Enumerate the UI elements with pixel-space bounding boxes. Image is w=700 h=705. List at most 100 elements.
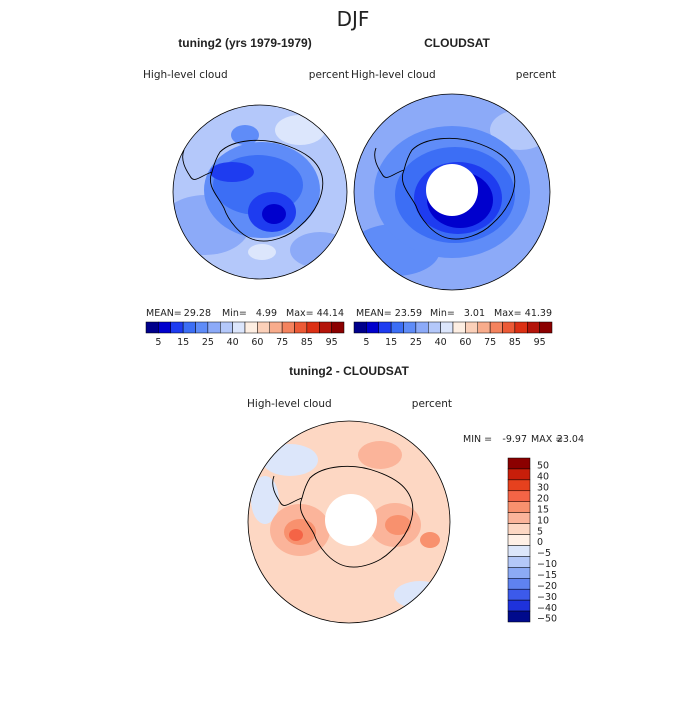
colorbar-tick-label: 0: [537, 537, 543, 548]
stat-max-value: 23.04: [557, 434, 584, 445]
colorbar-tick-label: −30: [537, 592, 557, 603]
field-patch: [385, 515, 411, 535]
colorbar-swatch: [477, 321, 491, 334]
colorbar-swatch: [507, 512, 531, 524]
field-patch: [248, 244, 276, 260]
colorbar-swatch: [507, 588, 531, 601]
stat-mean-value: 23.59: [395, 308, 422, 319]
stat-min-label: Min=: [222, 308, 247, 319]
coastline-diff: [300, 465, 414, 568]
units-label-obs: percent: [516, 69, 556, 81]
panel-title-diff: tuning2 - CLOUDSAT: [289, 364, 409, 378]
colorbar-swatch: [294, 321, 308, 334]
colorbar-swatch: [507, 556, 531, 568]
peninsula-obs: [374, 147, 405, 178]
colorbar-swatch: [306, 321, 320, 334]
colorbar-swatch: [220, 321, 233, 334]
stats-obs: MEAN= 23.59 Min= 3.01 Max= 41.39: [356, 308, 552, 319]
map-diff-field: [251, 441, 446, 609]
coastline-obs: [402, 137, 516, 240]
colorbar-model: 5 15 25 40 60 75 85 95: [145, 321, 345, 348]
colorbar-tick-label: −50: [537, 614, 557, 625]
map-model-field: [173, 115, 347, 268]
colorbar-swatch: [319, 321, 332, 334]
peninsula-model: [182, 149, 213, 180]
colorbar-swatch: [452, 321, 466, 334]
colorbar-swatch: [507, 534, 531, 546]
stat-max-label: MAX =: [531, 434, 563, 445]
colorbar-swatch: [507, 479, 531, 492]
field-patch: [275, 115, 325, 145]
field-patch: [262, 444, 318, 476]
colorbar-tick-label: −40: [537, 603, 557, 614]
colorbar-swatch: [195, 321, 209, 334]
field-patch: [394, 581, 446, 609]
colorbar-swatch: [507, 501, 531, 513]
field-patch: [290, 232, 347, 268]
colorbar-tick-label: 40: [227, 337, 239, 348]
stat-max-label: Max=: [494, 308, 522, 319]
colorbar-tick-label: 15: [177, 337, 189, 348]
colorbar-swatch: [257, 321, 270, 334]
colorbar-swatch: [353, 321, 367, 334]
field-patch: [420, 532, 440, 548]
colorbar-tick-label: 15: [537, 504, 549, 515]
colorbar-tick-label: 85: [301, 337, 313, 348]
colorbar-swatch: [428, 321, 441, 334]
colorbar-tick-label: 5: [155, 337, 161, 348]
colorbar-swatch: [502, 321, 516, 334]
stat-mean-label: MEAN=: [146, 308, 182, 319]
colorbar-tick-label: 75: [276, 337, 288, 348]
colorbar-swatch: [331, 321, 345, 334]
colorbar-swatch: [507, 567, 531, 579]
stat-max-value: 44.14: [317, 308, 344, 319]
colorbar-swatch: [507, 599, 531, 612]
colorbar-tick-label: 5: [363, 337, 369, 348]
colorbar-tick-label: 60: [251, 337, 263, 348]
units-label-model: percent: [309, 69, 349, 81]
stat-mean-label: MEAN=: [356, 308, 392, 319]
colorbar-swatch: [232, 321, 246, 334]
colorbar-tick-label: 60: [459, 337, 471, 348]
variable-label-obs: High-level cloud: [351, 69, 436, 81]
colorbar-swatch: [507, 490, 531, 502]
colorbar-tick-label: 75: [484, 337, 496, 348]
colorbar-swatch: [507, 610, 531, 623]
colorbar-swatch: [182, 321, 196, 334]
field-patch: [251, 476, 279, 524]
colorbar-swatch: [145, 321, 159, 334]
colorbar-swatch: [507, 578, 531, 590]
map-diff-border: [247, 420, 451, 624]
colorbar-swatch: [415, 321, 429, 334]
colorbar-tick-label: 85: [509, 337, 521, 348]
map-model: [172, 104, 348, 280]
coastline-model: [210, 139, 324, 242]
no-data-hole-diff: [325, 494, 377, 546]
no-data-hole-obs: [426, 164, 478, 216]
page-title: DJF: [337, 7, 370, 31]
colorbar-tick-label: −5: [537, 548, 551, 559]
stat-max-label: Max=: [286, 308, 314, 319]
colorbar-swatch: [244, 321, 258, 334]
colorbar-swatch: [507, 468, 531, 481]
colorbar-tick-label: 95: [534, 337, 546, 348]
stats-diff: MIN = -9.97 MAX = 23.04: [463, 434, 584, 445]
colorbar-swatch: [539, 321, 553, 334]
stat-max-value: 41.39: [525, 308, 552, 319]
map-obs: [353, 93, 551, 291]
colorbar-tick-label: 40: [435, 337, 447, 348]
field-patch: [231, 125, 259, 145]
peninsula-diff: [272, 475, 303, 506]
field-patch: [210, 162, 254, 182]
units-label-diff: percent: [412, 398, 452, 410]
stat-mean-value: 29.28: [184, 308, 211, 319]
colorbar-swatch: [403, 321, 417, 334]
stat-min-label: Min=: [430, 308, 455, 319]
colorbar-tick-label: 95: [326, 337, 338, 348]
colorbar-tick-label: 5: [537, 526, 543, 537]
field-patch: [262, 204, 286, 224]
colorbar-swatch: [465, 321, 478, 334]
stat-min-label: MIN =: [463, 434, 492, 445]
colorbar-swatch: [269, 321, 283, 334]
